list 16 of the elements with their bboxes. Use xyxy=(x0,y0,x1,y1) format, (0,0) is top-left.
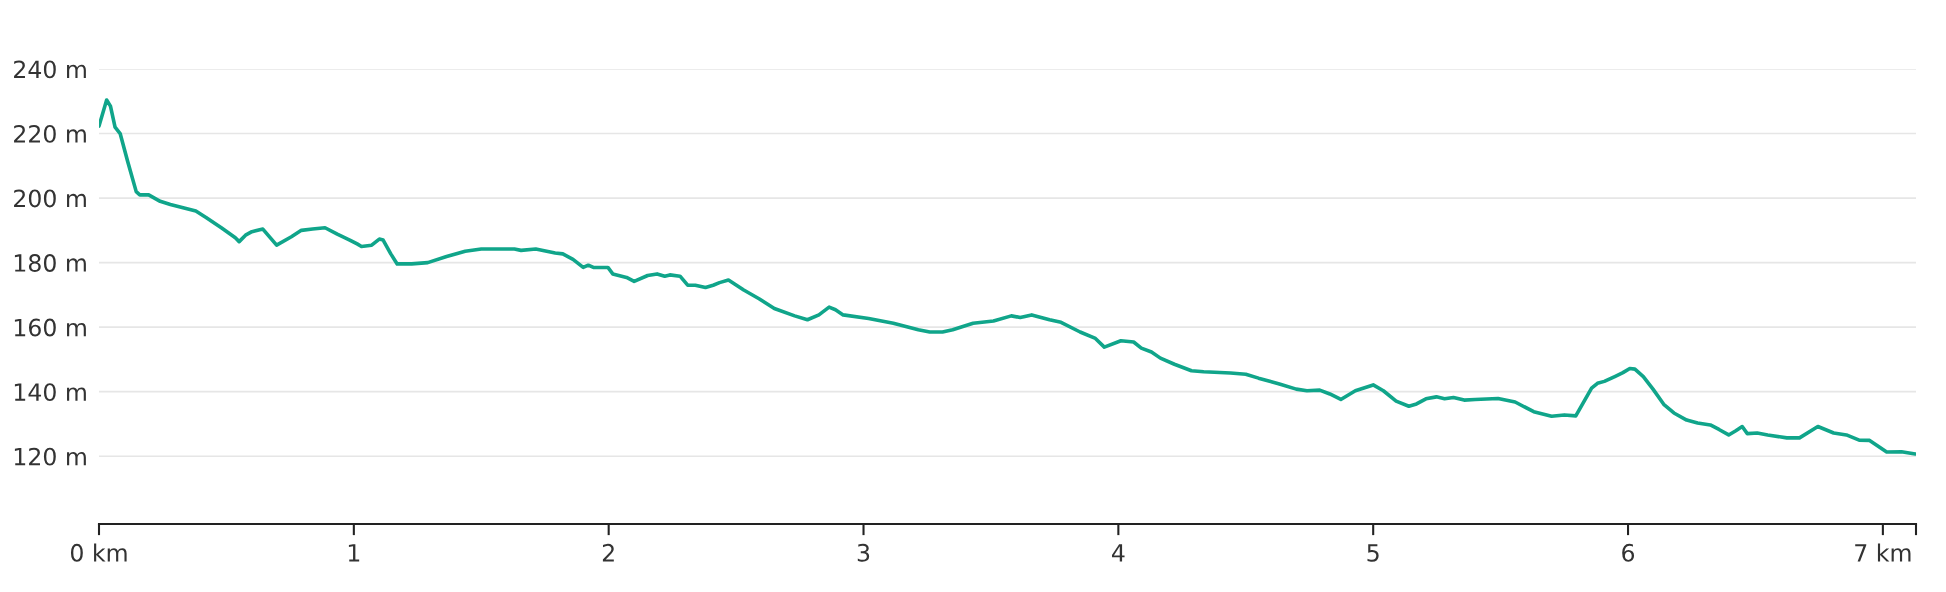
line-series xyxy=(99,98,1916,456)
y-tick-label: 180 m xyxy=(14,254,86,272)
x-tick-label: 0 km xyxy=(70,543,127,562)
x-tick-label: 5 xyxy=(1367,544,1379,562)
y-tick-label: 140 m xyxy=(14,383,86,401)
x-tick-label: 4 xyxy=(1112,544,1125,562)
x-tick-label: 3 xyxy=(857,543,870,562)
x-tick-label: 2 xyxy=(602,543,614,562)
y-tick-label: 160 m xyxy=(14,318,86,337)
x-tick-label: 6 xyxy=(1622,543,1635,562)
y-tick-label: 220 m xyxy=(14,124,86,143)
x-tick-label: 7 km xyxy=(1855,543,1911,562)
y-tick-label: 200 m xyxy=(14,189,86,208)
y-tick-label: 240 m xyxy=(14,60,86,79)
x-tick-label: 1 xyxy=(348,544,360,562)
y-tick-label: 120 m xyxy=(14,447,86,466)
